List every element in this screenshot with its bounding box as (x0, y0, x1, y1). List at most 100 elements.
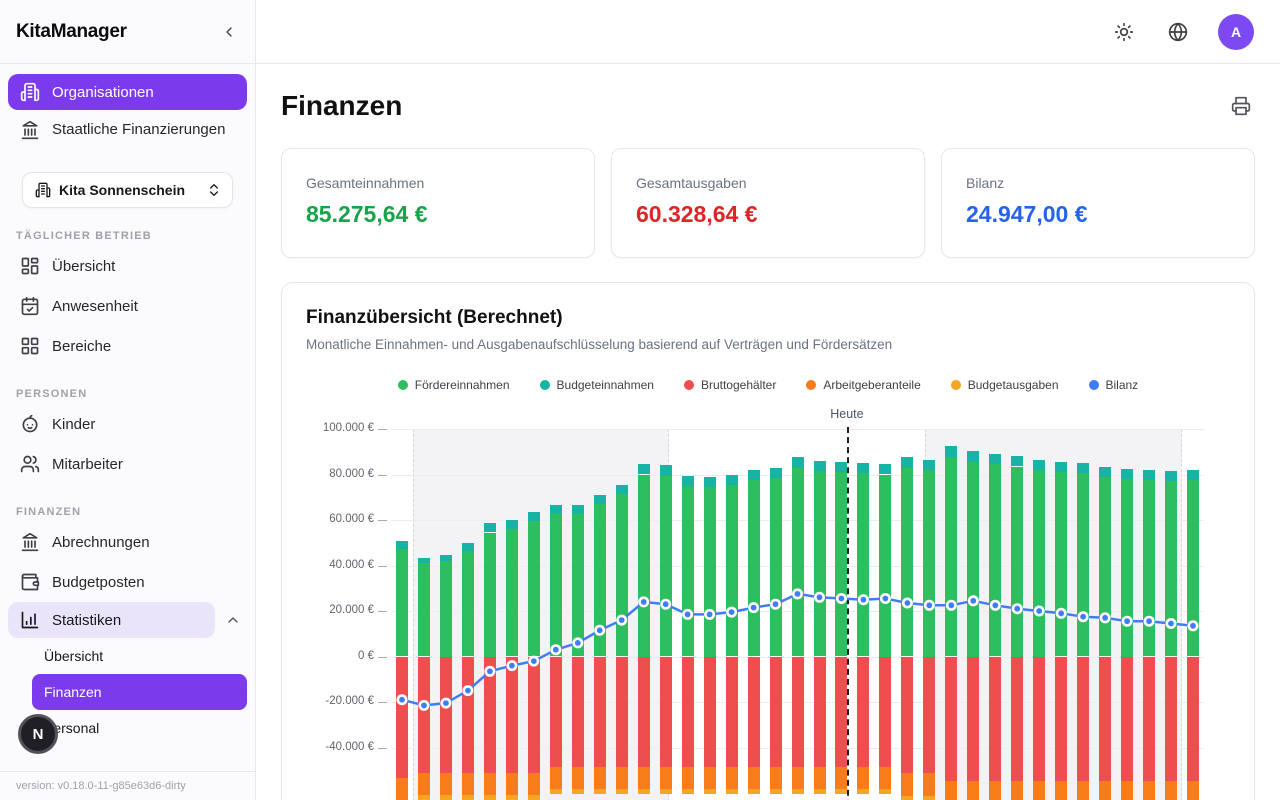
bar-f-rdereinnahmen[interactable] (703, 487, 716, 657)
bar-arbeitgeberanteile[interactable] (681, 766, 694, 789)
bar-budgeteinnahmen[interactable] (1077, 463, 1090, 474)
bar-budgetausgaben[interactable] (505, 795, 518, 800)
legend-item-f-rdereinnahmen[interactable]: Fördereinnahmen (397, 378, 510, 392)
bar-budgeteinnahmen[interactable] (923, 459, 936, 470)
bar-f-rdereinnahmen[interactable] (659, 475, 672, 657)
bar-f-rdereinnahmen[interactable] (571, 514, 584, 657)
bar-bruttogeh-lter[interactable] (439, 656, 452, 773)
bar-bruttogeh-lter[interactable] (1143, 656, 1156, 781)
bar-budgeteinnahmen[interactable] (571, 505, 584, 515)
sidebar-item-kinder[interactable]: Kinder (8, 404, 247, 444)
dev-badge-button[interactable]: N (18, 714, 58, 754)
bar-arbeitgeberanteile[interactable] (835, 766, 848, 789)
bar-bruttogeh-lter[interactable] (527, 656, 540, 773)
bar-budgetausgaben[interactable] (813, 788, 826, 794)
bar-budgetausgaben[interactable] (791, 788, 804, 794)
bar-bruttogeh-lter[interactable] (505, 656, 518, 773)
bar-arbeitgeberanteile[interactable] (1187, 780, 1199, 800)
bar-f-rdereinnahmen[interactable] (967, 462, 980, 657)
bar-budgeteinnahmen[interactable] (549, 505, 562, 515)
bar-bruttogeh-lter[interactable] (1099, 656, 1112, 781)
bar-f-rdereinnahmen[interactable] (593, 504, 606, 657)
bar-bruttogeh-lter[interactable] (747, 656, 760, 767)
bar-arbeitgeberanteile[interactable] (461, 772, 474, 796)
bar-budgetausgaben[interactable] (857, 788, 870, 794)
sidebar-item-organisationen[interactable]: Organisationen (8, 74, 247, 110)
bar-budgeteinnahmen[interactable] (396, 540, 408, 549)
bar-budgetausgaben[interactable] (483, 795, 496, 800)
bar-budgeteinnahmen[interactable] (483, 523, 496, 533)
bar-budgetausgaben[interactable] (418, 795, 430, 800)
bar-arbeitgeberanteile[interactable] (813, 766, 826, 789)
bar-budgeteinnahmen[interactable] (615, 484, 628, 494)
bar-budgetausgaben[interactable] (681, 788, 694, 794)
bar-budgeteinnahmen[interactable] (637, 464, 650, 475)
sidebar-item-anwesenheit[interactable]: Anwesenheit (8, 286, 247, 326)
collapse-group-button[interactable] (219, 612, 247, 628)
bar-bruttogeh-lter[interactable] (725, 656, 738, 767)
bar-budgeteinnahmen[interactable] (1121, 468, 1134, 479)
bar-arbeitgeberanteile[interactable] (967, 780, 980, 800)
sidebar-item-staatliche-finanzierungen[interactable]: Staatliche Finanzierungen (8, 112, 247, 148)
bar-budgeteinnahmen[interactable] (1011, 456, 1024, 467)
bar-budgetausgaben[interactable] (703, 788, 716, 794)
bar-budgeteinnahmen[interactable] (681, 475, 694, 486)
bar-arbeitgeberanteile[interactable] (439, 772, 452, 796)
bar-f-rdereinnahmen[interactable] (747, 480, 760, 657)
bar-f-rdereinnahmen[interactable] (857, 472, 870, 657)
bar-f-rdereinnahmen[interactable] (615, 493, 628, 657)
bar-budgeteinnahmen[interactable] (879, 464, 892, 475)
bar-bruttogeh-lter[interactable] (857, 656, 870, 767)
bar-arbeitgeberanteile[interactable] (725, 766, 738, 789)
bar-f-rdereinnahmen[interactable] (549, 514, 562, 657)
bar-arbeitgeberanteile[interactable] (791, 766, 804, 789)
bar-bruttogeh-lter[interactable] (835, 656, 848, 767)
bar-budgetausgaben[interactable] (527, 795, 540, 800)
bar-budgeteinnahmen[interactable] (725, 474, 738, 485)
bar-budgeteinnahmen[interactable] (747, 470, 760, 481)
bar-f-rdereinnahmen[interactable] (505, 529, 518, 657)
print-button[interactable] (1227, 92, 1255, 120)
bar-budgeteinnahmen[interactable] (1055, 462, 1068, 473)
bar-bruttogeh-lter[interactable] (396, 656, 408, 779)
legend-item-arbeitgeberanteile[interactable]: Arbeitgeberanteile (806, 378, 921, 392)
bar-bruttogeh-lter[interactable] (703, 656, 716, 767)
bar-f-rdereinnahmen[interactable] (483, 532, 496, 657)
bar-f-rdereinnahmen[interactable] (1121, 479, 1134, 657)
bar-bruttogeh-lter[interactable] (1077, 656, 1090, 781)
bar-arbeitgeberanteile[interactable] (769, 766, 782, 789)
bar-f-rdereinnahmen[interactable] (681, 485, 694, 657)
bar-arbeitgeberanteile[interactable] (945, 780, 958, 800)
bar-bruttogeh-lter[interactable] (681, 656, 694, 767)
bar-budgeteinnahmen[interactable] (769, 467, 782, 478)
bar-arbeitgeberanteile[interactable] (1165, 780, 1177, 800)
bar-budgetausgaben[interactable] (615, 788, 628, 794)
legend-item-bilanz[interactable]: Bilanz (1088, 378, 1138, 392)
sidebar-item-budgetposten[interactable]: Budgetposten (8, 562, 247, 602)
bar-arbeitgeberanteile[interactable] (571, 766, 584, 789)
sidebar-collapse-button[interactable] (217, 20, 241, 44)
bar-f-rdereinnahmen[interactable] (901, 467, 914, 657)
bar-f-rdereinnahmen[interactable] (418, 563, 430, 657)
bar-arbeitgeberanteile[interactable] (549, 766, 562, 789)
bar-budgeteinnahmen[interactable] (527, 512, 540, 522)
bar-arbeitgeberanteile[interactable] (1077, 780, 1090, 800)
bar-budgetausgaben[interactable] (725, 788, 738, 794)
bar-budgeteinnahmen[interactable] (1143, 470, 1156, 481)
legend-item-bruttogeh-lter[interactable]: Bruttogehälter (683, 378, 776, 392)
bar-bruttogeh-lter[interactable] (549, 656, 562, 767)
bar-arbeitgeberanteile[interactable] (527, 772, 540, 796)
bar-f-rdereinnahmen[interactable] (1143, 480, 1156, 657)
bar-f-rdereinnahmen[interactable] (439, 561, 452, 657)
bar-bruttogeh-lter[interactable] (1011, 656, 1024, 781)
bar-budgetausgaben[interactable] (879, 788, 892, 794)
bar-budgeteinnahmen[interactable] (1033, 459, 1046, 470)
bar-bruttogeh-lter[interactable] (813, 656, 826, 767)
bar-arbeitgeberanteile[interactable] (418, 772, 430, 796)
bar-arbeitgeberanteile[interactable] (1055, 780, 1068, 800)
bar-f-rdereinnahmen[interactable] (527, 521, 540, 657)
bar-bruttogeh-lter[interactable] (461, 656, 474, 773)
bar-budgeteinnahmen[interactable] (1187, 470, 1199, 481)
bar-bruttogeh-lter[interactable] (593, 656, 606, 767)
bar-budgeteinnahmen[interactable] (505, 520, 518, 530)
